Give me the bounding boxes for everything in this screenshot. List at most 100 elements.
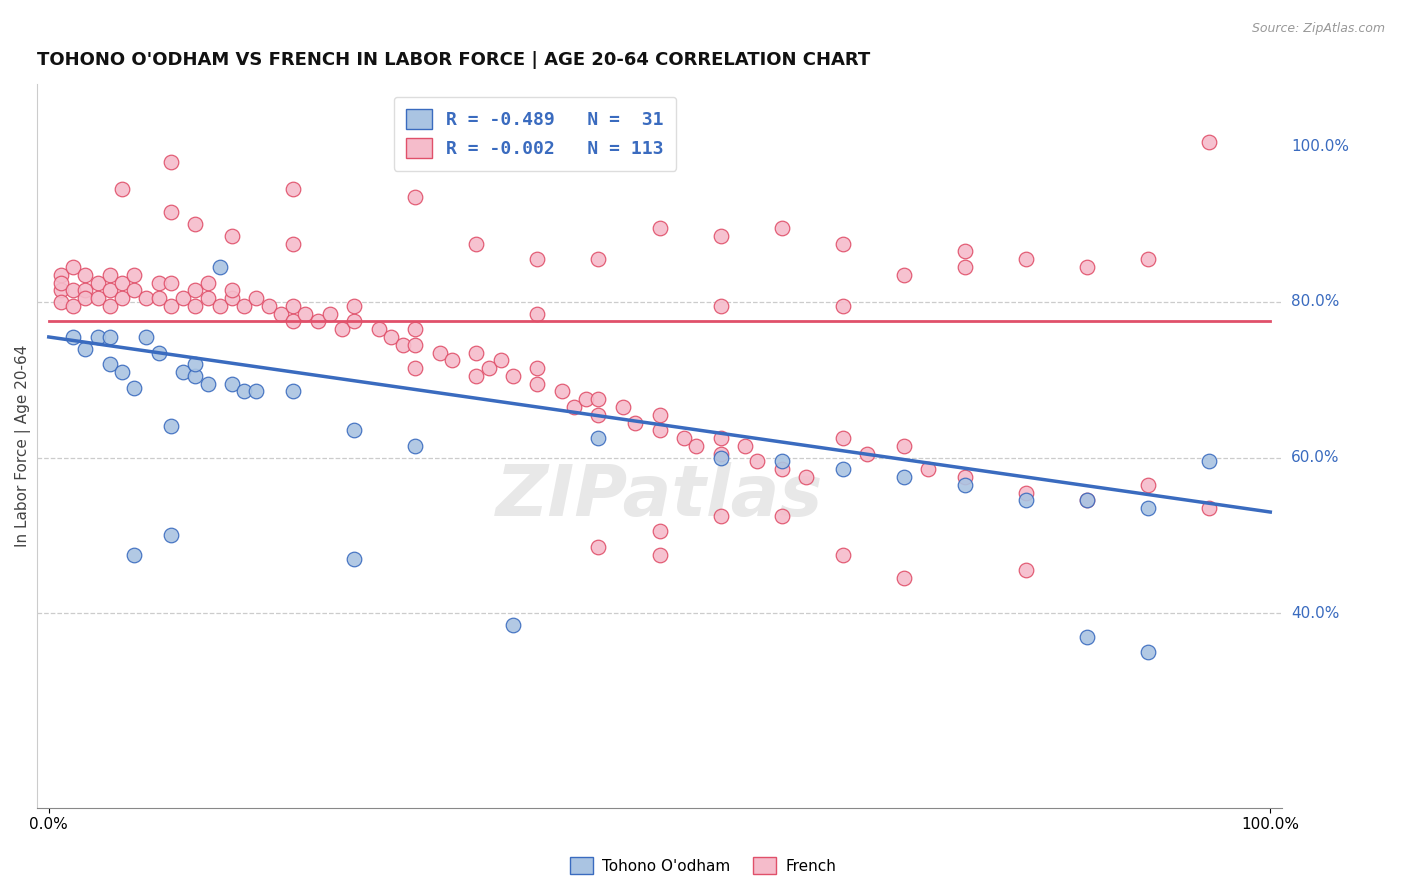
Point (648, 548, 671, 562)
Point (1137, 501, 1160, 516)
Point (184, 283, 207, 297)
Point (477, 361, 499, 376)
Point (404, 190, 426, 204)
Point (465, 345, 488, 359)
Point (62, 330, 84, 344)
Point (526, 252, 548, 267)
Point (172, 365, 194, 379)
Point (86, 291, 108, 305)
Point (893, 470, 915, 484)
Point (588, 252, 610, 267)
Point (124, 268, 146, 282)
Point (1015, 493, 1038, 508)
Point (502, 617, 524, 632)
Point (160, 528, 183, 542)
Point (184, 368, 207, 383)
Text: Source: ZipAtlas.com: Source: ZipAtlas.com (1251, 22, 1385, 36)
Point (98, 299, 121, 313)
Point (1015, 563, 1038, 577)
Point (1015, 485, 1038, 500)
Point (330, 322, 353, 336)
Point (148, 276, 170, 290)
Point (1076, 493, 1098, 508)
Point (831, 462, 853, 476)
Point (135, 330, 157, 344)
Point (440, 353, 463, 368)
Point (197, 291, 219, 305)
Point (588, 392, 610, 407)
Point (124, 283, 146, 297)
Point (49, 283, 72, 297)
Point (270, 307, 292, 321)
Point (124, 380, 146, 394)
Point (75, 291, 97, 305)
Point (648, 423, 671, 437)
Point (221, 228, 243, 243)
Point (111, 291, 134, 305)
Point (75, 342, 97, 356)
Point (281, 314, 304, 328)
Point (208, 260, 231, 274)
Point (281, 182, 304, 196)
Point (343, 551, 366, 566)
Point (1137, 252, 1160, 267)
Point (135, 291, 157, 305)
Point (1076, 260, 1098, 274)
Point (172, 291, 194, 305)
Point (184, 357, 207, 371)
Point (794, 470, 817, 484)
Point (86, 276, 108, 290)
Point (221, 283, 243, 297)
Point (197, 276, 219, 290)
Point (148, 345, 170, 359)
Text: 40.0%: 40.0% (1291, 606, 1339, 621)
Point (953, 244, 976, 259)
Point (62, 283, 84, 297)
Point (489, 353, 512, 368)
Point (160, 155, 183, 169)
Point (624, 416, 647, 430)
Point (526, 361, 548, 376)
Point (588, 431, 610, 445)
Point (86, 330, 108, 344)
Point (294, 307, 316, 321)
Point (831, 299, 853, 313)
Point (98, 357, 121, 371)
Point (404, 439, 426, 453)
Point (575, 392, 598, 407)
Point (648, 221, 671, 235)
Point (111, 365, 134, 379)
Point (953, 260, 976, 274)
Point (62, 299, 84, 313)
Point (893, 439, 915, 453)
Point (710, 431, 733, 445)
Point (208, 299, 231, 313)
Point (1015, 252, 1038, 267)
Point (672, 431, 695, 445)
Point (98, 268, 121, 282)
Point (343, 299, 366, 313)
Point (184, 299, 207, 313)
Point (1198, 136, 1220, 150)
Point (257, 299, 280, 313)
Point (893, 268, 915, 282)
Point (747, 454, 769, 468)
Point (1137, 477, 1160, 491)
Point (588, 540, 610, 554)
Point (160, 205, 183, 219)
Point (953, 470, 976, 484)
Point (562, 400, 585, 414)
Text: 60.0%: 60.0% (1291, 450, 1340, 465)
Point (49, 295, 72, 310)
Point (233, 384, 256, 399)
Point (245, 384, 267, 399)
Point (148, 291, 170, 305)
Text: 80.0%: 80.0% (1291, 294, 1339, 310)
Point (831, 548, 853, 562)
Legend: Tohono O'odham, French: Tohono O'odham, French (564, 851, 842, 880)
Legend: R = -0.489   N =  31, R = -0.002   N = 113: R = -0.489 N = 31, R = -0.002 N = 113 (394, 96, 676, 171)
Point (281, 236, 304, 251)
Point (1076, 493, 1098, 508)
Point (197, 376, 219, 391)
Point (49, 276, 72, 290)
